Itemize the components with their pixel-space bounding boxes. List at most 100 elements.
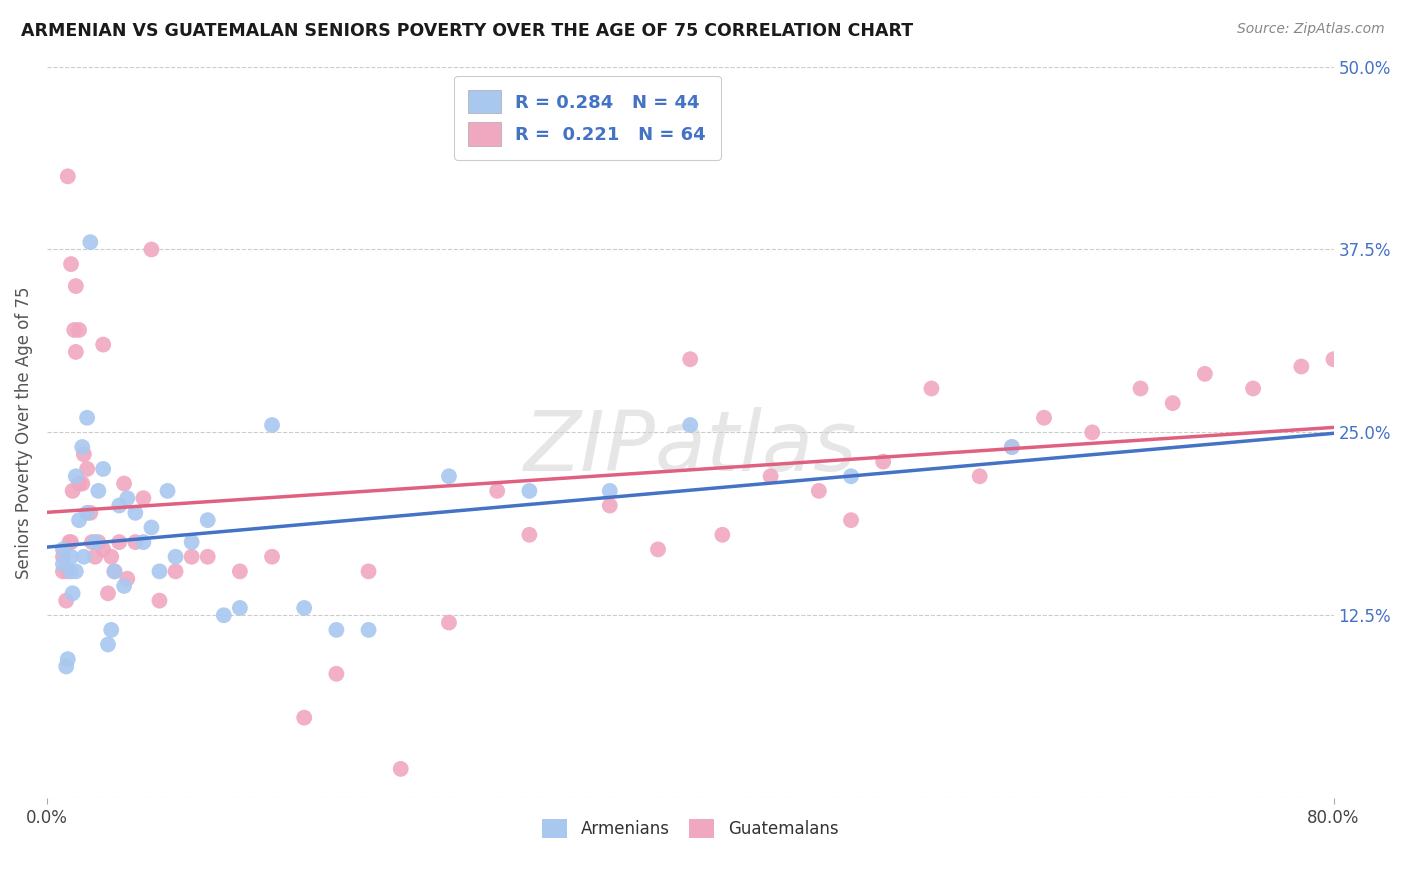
Point xyxy=(65,565,87,579)
Point xyxy=(229,601,252,615)
Point xyxy=(100,549,122,564)
Point xyxy=(1194,367,1216,381)
Point xyxy=(1241,382,1264,396)
Point xyxy=(807,483,830,498)
Point xyxy=(73,447,96,461)
Point xyxy=(229,565,252,579)
Point xyxy=(486,483,509,498)
Point xyxy=(60,565,83,579)
Point xyxy=(84,535,107,549)
Text: ARMENIAN VS GUATEMALAN SENIORS POVERTY OVER THE AGE OF 75 CORRELATION CHART: ARMENIAN VS GUATEMALAN SENIORS POVERTY O… xyxy=(21,22,914,40)
Point xyxy=(76,506,98,520)
Point xyxy=(117,491,139,506)
Point xyxy=(132,491,155,506)
Point xyxy=(55,659,77,673)
Point xyxy=(60,535,83,549)
Point xyxy=(80,535,103,549)
Point xyxy=(76,410,98,425)
Point xyxy=(103,565,125,579)
Point xyxy=(112,579,135,593)
Point xyxy=(197,549,219,564)
Point xyxy=(141,520,163,534)
Point xyxy=(148,565,170,579)
Point xyxy=(212,608,235,623)
Point xyxy=(325,623,347,637)
Point xyxy=(84,549,107,564)
Point xyxy=(52,542,75,557)
Point xyxy=(260,549,283,564)
Point xyxy=(260,418,283,433)
Point xyxy=(759,469,782,483)
Point xyxy=(56,565,79,579)
Point xyxy=(117,572,139,586)
Point xyxy=(124,506,146,520)
Point xyxy=(72,476,94,491)
Point xyxy=(357,623,380,637)
Point xyxy=(52,565,75,579)
Point xyxy=(55,593,77,607)
Text: Source: ZipAtlas.com: Source: ZipAtlas.com xyxy=(1237,22,1385,37)
Point xyxy=(91,462,114,476)
Point xyxy=(292,711,315,725)
Point xyxy=(165,549,187,564)
Point xyxy=(180,535,202,549)
Point xyxy=(325,666,347,681)
Point xyxy=(1033,410,1056,425)
Point xyxy=(62,483,84,498)
Point xyxy=(132,535,155,549)
Point xyxy=(79,506,101,520)
Point xyxy=(108,499,131,513)
Point xyxy=(437,469,460,483)
Point xyxy=(165,565,187,579)
Y-axis label: Seniors Poverty Over the Age of 75: Seniors Poverty Over the Age of 75 xyxy=(15,286,32,579)
Text: ZIPatlas: ZIPatlas xyxy=(523,407,858,488)
Point xyxy=(63,323,86,337)
Point xyxy=(839,469,862,483)
Legend: Armenians, Guatemalans: Armenians, Guatemalans xyxy=(536,812,845,845)
Point xyxy=(647,542,669,557)
Point xyxy=(141,243,163,257)
Point xyxy=(519,483,541,498)
Point xyxy=(292,601,315,615)
Point xyxy=(112,476,135,491)
Point xyxy=(87,483,110,498)
Point xyxy=(67,513,90,527)
Point xyxy=(197,513,219,527)
Point xyxy=(67,476,90,491)
Point xyxy=(679,418,702,433)
Point xyxy=(1001,440,1024,454)
Point xyxy=(72,440,94,454)
Point xyxy=(148,593,170,607)
Point xyxy=(56,169,79,184)
Point xyxy=(52,549,75,564)
Point xyxy=(679,352,702,367)
Point xyxy=(60,257,83,271)
Point xyxy=(1291,359,1313,374)
Point xyxy=(108,535,131,549)
Point xyxy=(67,323,90,337)
Point xyxy=(58,535,80,549)
Point xyxy=(103,565,125,579)
Point xyxy=(1161,396,1184,410)
Point xyxy=(65,345,87,359)
Point xyxy=(65,279,87,293)
Point xyxy=(100,623,122,637)
Point xyxy=(62,586,84,600)
Point xyxy=(56,652,79,666)
Point xyxy=(124,535,146,549)
Point xyxy=(389,762,412,776)
Point xyxy=(969,469,991,483)
Point xyxy=(1129,382,1152,396)
Point xyxy=(357,565,380,579)
Point xyxy=(76,462,98,476)
Point xyxy=(839,513,862,527)
Point xyxy=(180,549,202,564)
Point xyxy=(91,542,114,557)
Point xyxy=(1001,440,1024,454)
Point xyxy=(73,549,96,564)
Point xyxy=(1322,352,1344,367)
Point xyxy=(97,586,120,600)
Point xyxy=(920,382,942,396)
Point xyxy=(87,535,110,549)
Point xyxy=(711,528,734,542)
